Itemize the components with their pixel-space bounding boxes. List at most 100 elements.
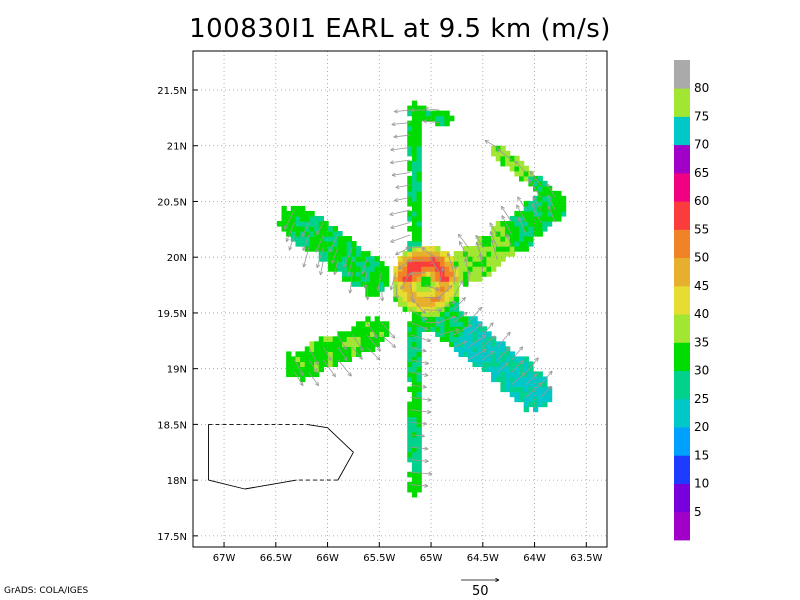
- speed-cell: [411, 205, 418, 212]
- y-tick-label: 21.5N: [157, 86, 187, 97]
- speed-cell: [416, 411, 422, 418]
- speed-cell: [365, 331, 371, 337]
- speed-cell: [342, 251, 348, 257]
- speed-cell: [509, 160, 515, 167]
- speed-cell: [328, 346, 334, 352]
- wind-arrow-head: [475, 234, 480, 238]
- speed-cell: [323, 356, 329, 363]
- speed-cell: [346, 341, 352, 347]
- wind-arrow: [438, 267, 444, 285]
- wind-arrow-head: [478, 253, 481, 258]
- speed-cell: [416, 241, 422, 247]
- speed-cell: [416, 451, 422, 458]
- speed-cell: [514, 246, 520, 252]
- speed-cell: [533, 396, 539, 403]
- speed-cell: [416, 331, 422, 337]
- speed-cell: [542, 200, 548, 207]
- speed-cell: [286, 220, 292, 227]
- wind-arrow-head: [343, 264, 348, 268]
- speed-cell: [416, 316, 422, 322]
- wind-arrow-head: [489, 222, 494, 226]
- speed-cell: [411, 140, 418, 147]
- speed-cell: [472, 336, 478, 342]
- speed-cell: [407, 451, 413, 458]
- speed-cell: [318, 356, 325, 363]
- speed-cell: [542, 401, 548, 408]
- speed-cell: [421, 261, 427, 267]
- speed-cell: [463, 321, 469, 327]
- speed-cell: [407, 351, 413, 358]
- wind-arrow: [489, 222, 498, 236]
- speed-cell: [411, 175, 418, 182]
- colorbar-label: 75: [694, 109, 709, 123]
- speed-cell: [486, 346, 492, 352]
- speed-cell: [383, 271, 390, 277]
- speed-cell: [328, 266, 334, 272]
- speed-cell: [505, 251, 511, 257]
- speed-cell: [435, 120, 441, 127]
- wind-arrow: [496, 331, 511, 348]
- speed-cell: [463, 326, 469, 332]
- wind-arrow-head: [424, 460, 429, 464]
- speed-cell: [356, 266, 362, 272]
- speed-cell: [509, 376, 515, 383]
- speed-cell: [411, 426, 418, 433]
- speed-cell: [416, 261, 422, 267]
- wind-arrow: [323, 347, 332, 361]
- speed-cell: [421, 306, 427, 312]
- speed-cell: [411, 431, 418, 438]
- wind-arrow-head: [424, 372, 429, 376]
- wind-arrow: [316, 222, 324, 236]
- wind-arrow-head: [435, 322, 440, 325]
- speed-cell: [542, 195, 548, 202]
- wind-arrow: [424, 296, 442, 299]
- speed-cell: [342, 331, 348, 337]
- speed-cell: [514, 210, 520, 217]
- wind-arrow: [410, 459, 429, 462]
- speed-cell: [416, 361, 422, 368]
- wind-arrow: [390, 234, 411, 243]
- x-ticks: 67W 66.5W 66W 65.5W 65W 64.5W 64W 63.5W: [213, 542, 602, 564]
- wind-arrow-head: [463, 297, 466, 302]
- speed-cell: [444, 120, 450, 127]
- wind-arrow-head: [452, 316, 456, 320]
- speed-cell: [295, 236, 301, 242]
- speed-cell: [290, 356, 297, 363]
- speed-cell: [439, 321, 446, 327]
- speed-cell: [346, 236, 352, 242]
- speed-cell: [416, 225, 422, 232]
- speed-cell: [365, 316, 371, 322]
- speed-cell: [430, 306, 436, 312]
- speed-cell: [439, 311, 446, 317]
- speed-cell: [346, 351, 352, 358]
- speed-cell: [537, 396, 543, 403]
- speed-cell: [425, 301, 432, 307]
- wind-arrow-head: [492, 350, 495, 355]
- speed-cell: [346, 356, 352, 363]
- wind-arrow-head: [390, 149, 395, 152]
- speed-cell: [481, 241, 488, 247]
- wind-arrow: [468, 348, 487, 361]
- speed-cell: [514, 371, 520, 378]
- wind-arrow-head: [288, 246, 290, 251]
- wind-arrow: [476, 241, 484, 261]
- speed-cell: [519, 165, 525, 172]
- speed-cell: [444, 301, 450, 307]
- speed-cell: [304, 356, 311, 363]
- wind-arrow: [347, 259, 353, 276]
- wind-arrow-head: [424, 446, 429, 450]
- colorbar-swatch: [674, 60, 690, 89]
- speed-cell: [411, 306, 418, 312]
- wind-arrow-head: [299, 372, 304, 376]
- wind-arrow: [395, 284, 398, 300]
- wind-arrow-head: [410, 109, 415, 113]
- wind-arrow: [308, 371, 319, 386]
- wind-arrow-head: [390, 227, 395, 230]
- speed-cell: [500, 220, 506, 227]
- speed-cell: [416, 301, 422, 307]
- speed-cell: [453, 311, 460, 317]
- speed-cell: [281, 210, 287, 217]
- colorbar-swatch: [674, 88, 690, 117]
- speed-cell: [430, 321, 436, 327]
- speed-cell: [356, 321, 362, 327]
